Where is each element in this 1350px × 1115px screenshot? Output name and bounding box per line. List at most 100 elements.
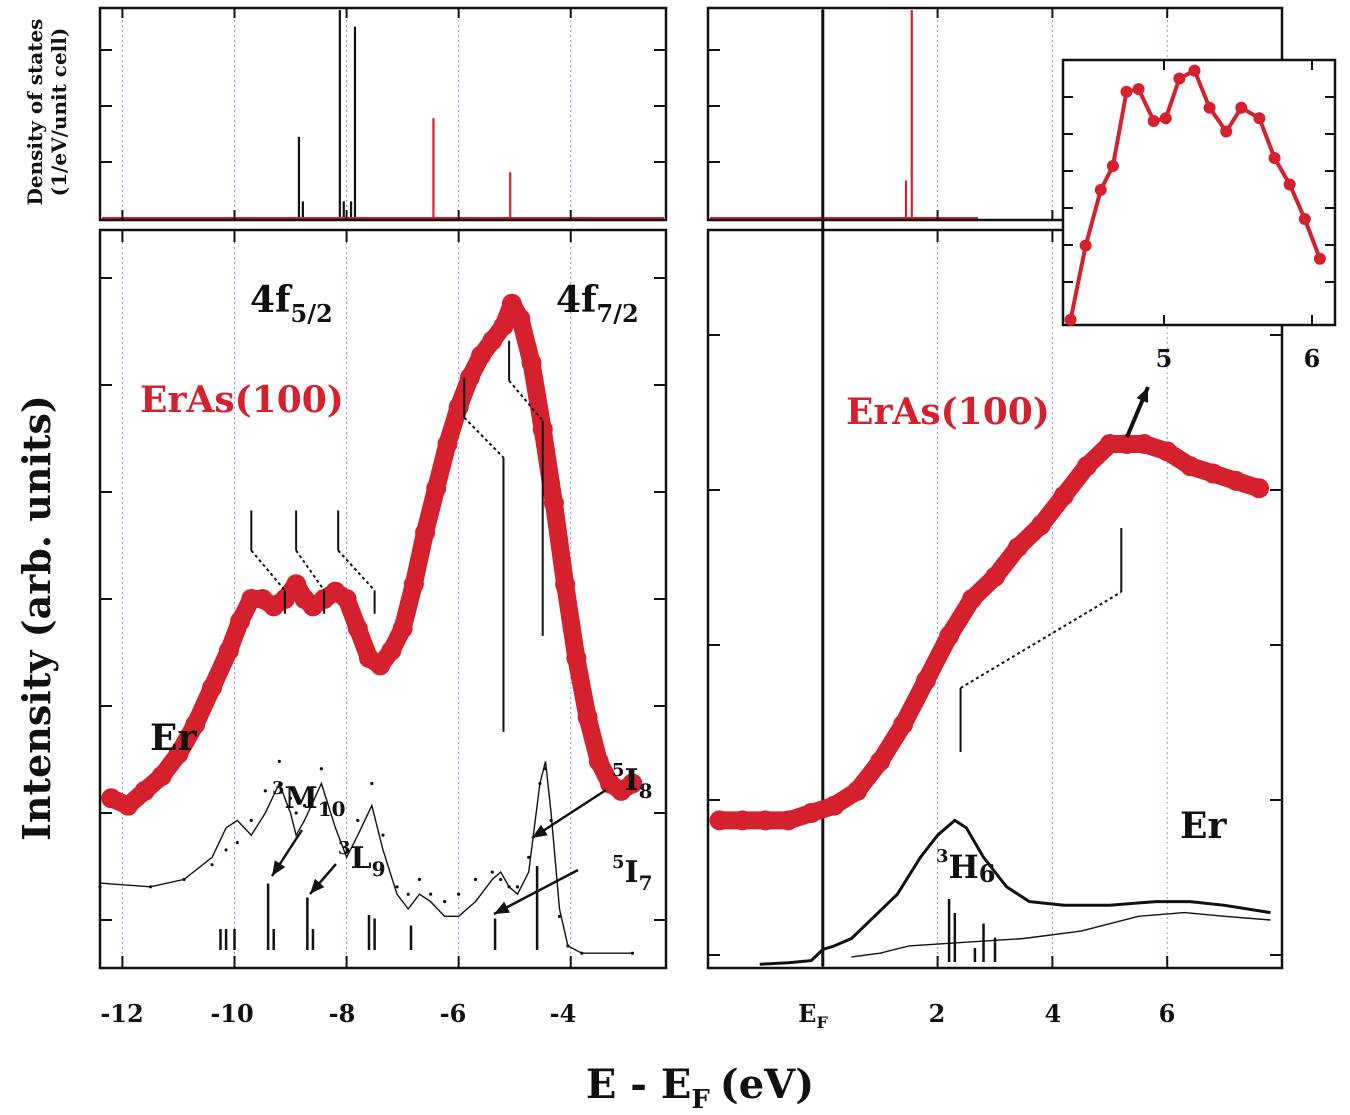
peak-connector (337, 549, 376, 592)
data-point (1117, 434, 1138, 455)
inset-data-point (1173, 72, 1186, 85)
arrow-3M10-head (272, 860, 286, 876)
er-data-dot (549, 818, 553, 823)
label-er-left: Er (150, 717, 197, 759)
er-data-dot (344, 840, 349, 845)
data-point (824, 795, 845, 816)
inset-x-tick-label: 6 (1304, 344, 1321, 373)
calc-line (851, 911, 1271, 958)
er-data-dot (210, 863, 214, 867)
data-point (168, 743, 189, 764)
left-x-tick-label: -12 (100, 999, 143, 1028)
inset-data-point (1120, 85, 1133, 98)
data-point (755, 810, 776, 831)
data-point (202, 677, 223, 698)
data-point (510, 308, 531, 329)
data-point (847, 780, 868, 801)
inset-data-point (1298, 213, 1311, 225)
data-point (403, 574, 424, 595)
data-point (709, 810, 730, 831)
dos-y-title-line1: Density of states (23, 19, 47, 206)
data-point (732, 810, 753, 831)
data-point (218, 640, 239, 661)
dos-y-title-line2: (1/eV/unit cell) (47, 28, 71, 197)
inset-data-point (1106, 160, 1119, 172)
er-data-dot (429, 892, 433, 896)
data-point (778, 810, 799, 831)
er-data-dot (302, 804, 307, 808)
left-x-tick-label: -10 (210, 999, 253, 1028)
er-spectrum-line (759, 818, 1271, 966)
data-point (1226, 470, 1247, 491)
peak-connector (960, 591, 1122, 689)
data-point (286, 574, 307, 595)
er-data-dot (443, 899, 447, 904)
grid-layer (121, 10, 1168, 966)
data-point (471, 345, 492, 366)
er-data-dot (406, 892, 410, 896)
er-data-dot (543, 767, 548, 771)
data-point (566, 648, 587, 669)
left-x-tick-label: -8 (329, 999, 356, 1028)
inset-data-point (1268, 152, 1281, 165)
label-4f72: 4f7/2 (556, 279, 639, 328)
inset-data-point (1313, 252, 1326, 265)
er-data-dot (356, 818, 360, 823)
right-x-tick-label: 6 (1159, 999, 1176, 1028)
er-data-dot (333, 811, 337, 815)
right-main-frame (706, 228, 1284, 970)
data-point (1249, 478, 1270, 499)
peak-connector (508, 380, 544, 422)
peak-connector (295, 549, 325, 592)
data-point (985, 566, 1005, 587)
arrow-3L9-head (310, 878, 325, 894)
label-sample-left: ErAs(100) (140, 379, 344, 421)
er-data-dot (235, 840, 239, 845)
data-point (577, 707, 598, 728)
data-point (426, 478, 447, 499)
data-point (1157, 441, 1178, 462)
left-x-tick-label: -6 (440, 999, 467, 1028)
arrow-5I7 (493, 868, 579, 916)
x-axis-title: E - EF (eV) (586, 1061, 814, 1115)
data-point (916, 670, 937, 691)
er-data-dot (263, 789, 267, 793)
data-point (437, 434, 458, 455)
inset-data-point (1203, 101, 1216, 114)
data-point (1203, 463, 1224, 484)
er-data-dot (288, 796, 293, 800)
inset-data-point (1253, 112, 1266, 125)
er-data-dot (148, 885, 153, 889)
data-point (893, 714, 914, 735)
data-point (1030, 515, 1051, 536)
label-3H6: 3H6 (936, 846, 995, 888)
er-data-dot (538, 781, 542, 786)
label-3L9: 3L9 (338, 838, 386, 881)
data-point (336, 589, 357, 609)
inset-data-point (1283, 178, 1296, 191)
inset-data-point (1094, 183, 1107, 196)
data-point (493, 315, 514, 336)
inset-data-point (1147, 114, 1160, 127)
left-x-tick-label: -4 (550, 999, 577, 1028)
data-point (415, 522, 436, 543)
inset-data-point (1235, 101, 1248, 114)
data-point (1180, 456, 1201, 477)
data-point (381, 640, 402, 661)
data-point (101, 788, 122, 809)
data-point (185, 714, 206, 735)
data-point (118, 795, 139, 816)
intensity-y-title: Intensity (arb. units) (14, 395, 59, 841)
data-point (870, 751, 891, 772)
data-point (370, 655, 391, 676)
inset-data-point (1220, 125, 1233, 138)
right-x-tick-label: 2 (929, 999, 946, 1028)
er-data-dot (473, 877, 478, 882)
inset-x-tick-label: 5 (1156, 344, 1173, 373)
peak-connector (250, 549, 286, 592)
right-x-tick-label: 4 (1045, 999, 1062, 1028)
er-data-dot (566, 944, 570, 948)
inset-data-point (1132, 83, 1145, 96)
data-point (555, 574, 576, 595)
er-data-dot (417, 877, 422, 882)
